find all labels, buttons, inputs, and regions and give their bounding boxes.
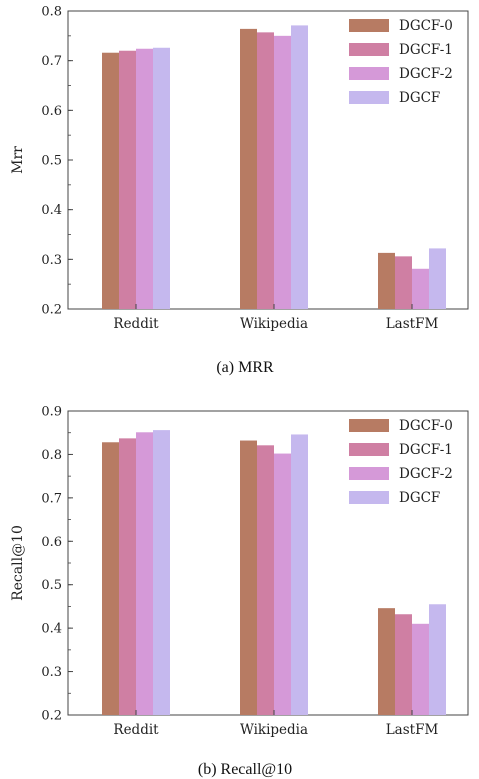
bar-dgcf-1-reddit — [119, 438, 136, 715]
bar-dgcf-0-reddit — [102, 52, 119, 309]
legend-label: DGCF-1 — [399, 42, 453, 58]
legend-label: DGCF-2 — [399, 66, 453, 82]
bar-dgcf-2-lastfm — [412, 268, 429, 309]
category-label: Wikipedia — [240, 722, 308, 738]
y-tick-label: 0.3 — [41, 253, 62, 268]
legend-label: DGCF — [399, 90, 440, 106]
y-tick-label: 0.9 — [41, 405, 62, 420]
bar-dgcf-lastfm — [429, 248, 446, 309]
category-label: Wikipedia — [240, 316, 308, 332]
legend-swatch — [349, 491, 389, 504]
legend-label: DGCF-0 — [399, 418, 453, 434]
y-tick-label: 0.5 — [41, 154, 62, 169]
legend-swatch — [349, 19, 389, 32]
y-axis: 0.2 0.3 0.4 0.5 0.6 0.7 0.8 0.9 — [41, 405, 73, 724]
y-axis: 0.2 0.3 0.4 0.5 0.6 0.7 0.8 — [41, 5, 73, 318]
bar-dgcf-1-wikipedia — [257, 445, 274, 715]
bar-dgcf-2-reddit — [136, 432, 153, 715]
bar-dgcf-lastfm — [429, 604, 446, 715]
bar-dgcf-2-lastfm — [412, 623, 429, 715]
bar-dgcf-0-lastfm — [378, 252, 395, 309]
y-tick-label: 0.6 — [41, 535, 62, 550]
y-tick-label: 0.6 — [41, 104, 62, 119]
bar-dgcf-0-reddit — [102, 442, 119, 715]
x-axis: Reddit Wikipedia LastFM — [113, 710, 438, 738]
x-axis: Reddit Wikipedia LastFM — [113, 304, 438, 332]
legend-label: DGCF-2 — [399, 466, 453, 482]
legend-swatch — [349, 91, 389, 104]
y-axis-label: Recall@10 — [10, 525, 26, 601]
y-tick-label: 0.8 — [41, 5, 62, 20]
y-tick-label: 0.2 — [41, 303, 62, 318]
legend-swatch — [349, 443, 389, 456]
y-tick-label: 0.8 — [41, 448, 62, 463]
bar-dgcf-wikipedia — [291, 434, 308, 715]
legend-swatch — [349, 419, 389, 432]
bar-dgcf-wikipedia — [291, 25, 308, 310]
legend-label: DGCF — [399, 490, 440, 506]
bar-dgcf-0-wikipedia — [240, 440, 257, 715]
bar-dgcf-reddit — [153, 430, 170, 715]
legend-label: DGCF-1 — [399, 442, 453, 458]
y-tick-label: 0.2 — [41, 709, 62, 724]
legend: DGCF-0 DGCF-1 DGCF-2 DGCF — [349, 18, 453, 106]
legend: DGCF-0 DGCF-1 DGCF-2 DGCF — [349, 418, 453, 506]
bar-dgcf-0-wikipedia — [240, 28, 257, 309]
y-axis-label: Mrr — [10, 146, 26, 174]
chart-mrr: 0.2 0.3 0.4 0.5 0.6 0.7 0.8 Reddit Wikipedia Las… — [10, 5, 469, 376]
bar-dgcf-2-wikipedia — [274, 35, 291, 309]
legend-label: DGCF-0 — [399, 18, 453, 34]
category-label: LastFM — [386, 316, 439, 332]
bar-dgcf-reddit — [153, 47, 170, 310]
caption: (a) MRR — [216, 359, 274, 376]
category-label: Reddit — [113, 316, 159, 332]
y-tick-label: 0.4 — [41, 203, 62, 218]
y-tick-label: 0.3 — [41, 665, 62, 680]
y-tick-label: 0.7 — [41, 491, 62, 506]
category-label: Reddit — [113, 722, 159, 738]
y-tick-label: 0.5 — [41, 578, 62, 593]
bar-dgcf-1-wikipedia — [257, 32, 274, 310]
bars — [102, 25, 446, 310]
bar-dgcf-2-wikipedia — [274, 453, 291, 715]
caption: (b) Recall@10 — [198, 761, 292, 778]
y-tick-label: 0.4 — [41, 622, 62, 637]
legend-swatch — [349, 43, 389, 56]
bars — [102, 430, 446, 715]
bar-dgcf-1-reddit — [119, 50, 136, 309]
legend-swatch — [349, 467, 389, 480]
bar-dgcf-1-lastfm — [395, 614, 412, 715]
chart-recall: 0.2 0.3 0.4 0.5 0.6 0.7 0.8 0.9 Reddit Wikipedia… — [10, 405, 469, 778]
bar-dgcf-1-lastfm — [395, 256, 412, 309]
bar-dgcf-0-lastfm — [378, 608, 395, 715]
category-label: LastFM — [386, 722, 439, 738]
y-tick-label: 0.7 — [41, 54, 62, 69]
bar-dgcf-2-reddit — [136, 48, 153, 309]
legend-swatch — [349, 67, 389, 80]
